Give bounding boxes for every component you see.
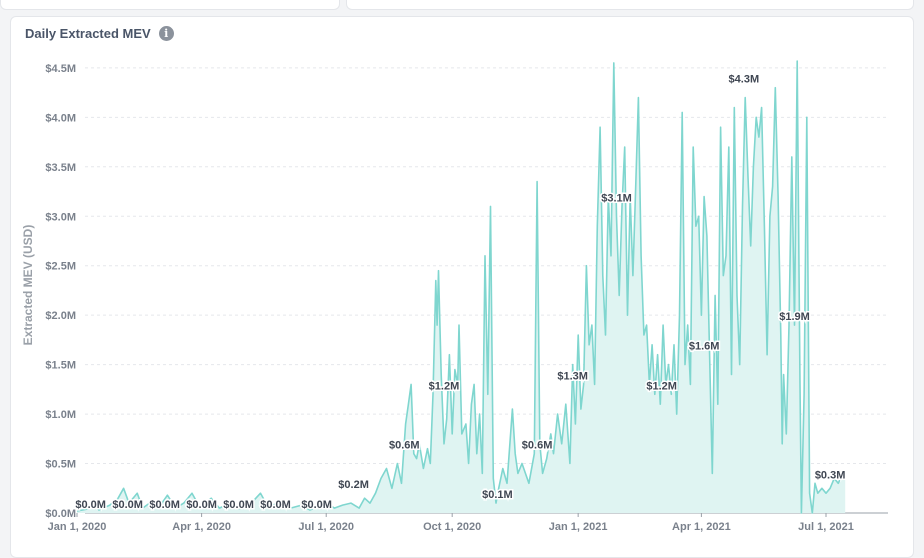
data-label: $1.6M [689, 341, 720, 353]
x-tick-label: Jan 1, 2021 [549, 521, 608, 533]
data-label: $0.3M [815, 469, 846, 481]
y-tick-label: $4.0M [45, 112, 76, 124]
card-header: Daily Extracted MEV i [25, 26, 174, 41]
grid-lines [85, 67, 888, 465]
y-tick-label: $2.0M [45, 310, 76, 322]
data-label: $1.2M [429, 380, 460, 392]
data-label: $0.0M [260, 499, 291, 511]
data-label: $0.0M [186, 499, 217, 511]
y-axis: $0.0M $0.5M $1.0M $1.5M $2.0M $2.5M $3.0M $3.5M… [45, 63, 76, 520]
chart-title: Daily Extracted MEV [25, 26, 151, 41]
data-label: $0.0M [223, 499, 254, 511]
data-label: $1.2M [646, 380, 677, 392]
data-label: $0.0M [149, 499, 180, 511]
series-line [76, 60, 846, 514]
x-tick-label: Apr 1, 2020 [172, 521, 231, 533]
data-label: $1.9M [779, 311, 810, 323]
x-tick-label: Jan 1, 2020 [48, 521, 107, 533]
y-tick-label: $1.0M [45, 409, 76, 421]
y-tick-label: $1.5M [45, 360, 76, 372]
data-label: $0.6M [522, 440, 553, 452]
y-tick-label: $4.5M [45, 63, 76, 75]
x-axis: Jan 1, 2020 Apr 1, 2020 Jul 1, 2020 Oct 1, … [48, 512, 888, 533]
x-tick-label: Apr 1, 2021 [672, 521, 731, 533]
data-label: $0.1M [482, 489, 513, 501]
data-label: $3.1M [601, 192, 632, 204]
x-tick-label: Jul 1, 2020 [298, 521, 354, 533]
data-label: $0.6M [389, 440, 420, 452]
top-left-card [0, 0, 340, 10]
y-tick-label: $0.5M [45, 459, 76, 471]
y-axis-label: Extracted MEV (USD) [21, 225, 35, 346]
x-tick-label: Oct 1, 2020 [423, 521, 481, 533]
x-tick-label: Jul 1, 2021 [798, 521, 854, 533]
info-icon[interactable]: i [158, 26, 174, 41]
data-label: $0.0M [75, 499, 106, 511]
data-label: $1.3M [557, 370, 588, 382]
series-area [77, 61, 846, 513]
data-annotations: $0.0M $0.0M $0.0M $0.0M $0.0M $0.0M $0.0M $0.2M… [74, 72, 847, 512]
top-right-card [346, 0, 914, 10]
y-tick-label: $3.0M [45, 211, 76, 223]
y-tick-label: $0.0M [45, 508, 76, 520]
y-tick-label: $2.5M [45, 261, 76, 273]
data-label: $0.0M [301, 499, 332, 511]
data-label: $0.0M [112, 499, 143, 511]
y-tick-label: $3.5M [45, 162, 76, 174]
data-label: $4.3M [729, 74, 760, 86]
data-label: $0.2M [338, 479, 369, 491]
